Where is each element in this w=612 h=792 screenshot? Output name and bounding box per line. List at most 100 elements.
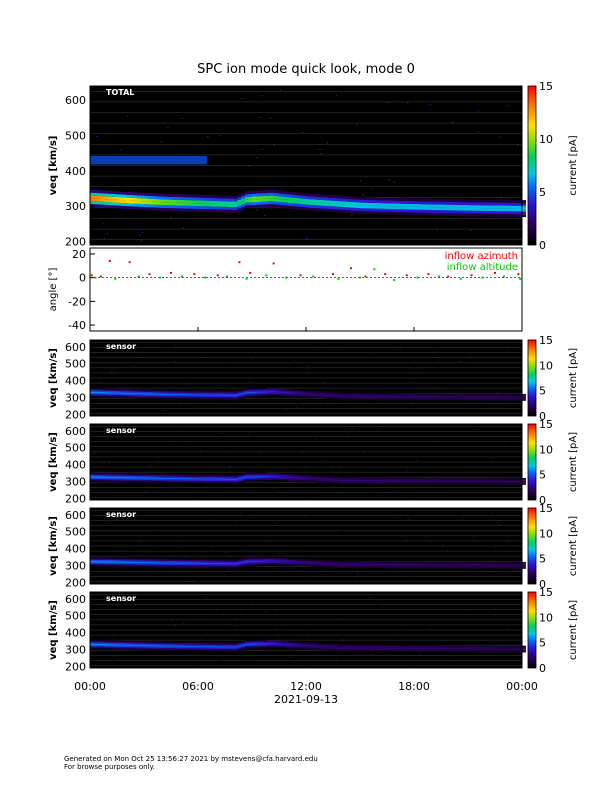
- beam-cell: [486, 650, 490, 653]
- beam-cell: [486, 481, 490, 484]
- beam-cell: [115, 392, 120, 394]
- beam-cell: [295, 395, 300, 397]
- beam-cell: [133, 206, 138, 210]
- beam-cell: [212, 478, 217, 480]
- beam-cell: [151, 396, 156, 398]
- beam-cell: [180, 562, 184, 564]
- beam-cell: [162, 392, 166, 394]
- beam-cell: [108, 476, 112, 479]
- beam-cell: [442, 562, 447, 565]
- beam-cell: [403, 481, 408, 483]
- beam-cell: [432, 565, 436, 567]
- beam-cell: [410, 565, 415, 567]
- beam-cell: [313, 561, 318, 563]
- beam-cell: [219, 561, 224, 563]
- beam-cell: [234, 650, 238, 652]
- beam-cell: [518, 651, 523, 653]
- heatmap-noise: [126, 115, 129, 117]
- beam-cell: [190, 203, 195, 206]
- beam-cell: [295, 647, 300, 649]
- heatmap-noise: [164, 349, 167, 351]
- heatmap-noise: [298, 663, 301, 665]
- heatmap-noise: [173, 444, 175, 446]
- y-tick-label: 500: [65, 358, 86, 371]
- beam-cell: [475, 213, 480, 217]
- beam-cell: [266, 560, 271, 562]
- beam-cell: [136, 559, 141, 561]
- beam-cell: [414, 201, 418, 205]
- beam-cell: [201, 200, 206, 204]
- beam-cell: [316, 648, 321, 650]
- beam-cell: [306, 479, 310, 481]
- beam-cell: [363, 648, 368, 650]
- beam-cell: [248, 560, 253, 563]
- beam-cell: [230, 474, 235, 476]
- beam-cell: [450, 565, 454, 568]
- beam-cell: [367, 482, 372, 484]
- beam-cell: [514, 395, 519, 397]
- beam-cell: [205, 197, 210, 201]
- beam-cell: [453, 204, 458, 208]
- beam-cell: [198, 480, 202, 483]
- beam-cell: [457, 213, 462, 217]
- beam-cell: [237, 648, 242, 650]
- beam-cell: [442, 649, 447, 651]
- beam-cell: [190, 479, 195, 481]
- scatter-point-altitude: [137, 275, 140, 278]
- beam-cell: [93, 562, 98, 564]
- heatmap-noise: [182, 227, 185, 229]
- beam-cell: [432, 398, 436, 401]
- beam-cell: [518, 645, 523, 648]
- beam-cell: [442, 210, 447, 214]
- colorbar-tick-label: 15: [539, 586, 553, 599]
- beam-cell: [262, 395, 267, 397]
- beam-cell: [345, 566, 350, 568]
- beam-cell: [180, 480, 184, 483]
- beam-cell: [104, 644, 109, 646]
- beam-cell: [460, 483, 465, 485]
- heatmap-noise: [438, 359, 441, 361]
- beam-cell: [104, 393, 109, 395]
- beam-cell: [183, 642, 188, 645]
- beam-cell: [122, 475, 127, 477]
- heatmap-noise: [250, 604, 252, 606]
- beam-cell: [100, 476, 105, 478]
- beam-cell: [367, 208, 372, 212]
- beam-cell: [198, 396, 202, 399]
- beam-cell: [370, 648, 375, 650]
- beam-cell: [450, 398, 454, 401]
- beam-cell: [219, 565, 224, 567]
- beam-cell: [140, 640, 145, 643]
- beam-cell: [288, 559, 292, 562]
- beam-cell: [464, 477, 469, 480]
- beam-cell: [144, 195, 148, 199]
- beam-cell: [230, 563, 235, 565]
- beam-cell: [370, 479, 375, 482]
- beam-cell: [352, 392, 357, 395]
- beam-cell: [352, 394, 357, 396]
- beam-cell: [507, 480, 512, 483]
- beam-cell: [216, 481, 220, 483]
- beam-cell: [442, 561, 447, 563]
- beam-cell: [432, 645, 436, 647]
- beam-cell: [363, 199, 368, 203]
- beam-cell: [270, 198, 274, 202]
- beam-cell: [403, 397, 408, 399]
- beam-cell: [396, 477, 400, 479]
- beam-cell: [288, 478, 292, 480]
- beam-cell: [162, 563, 166, 565]
- beam-cell: [496, 213, 501, 217]
- heatmap-noise: [265, 610, 267, 612]
- beam-cell: [205, 394, 210, 396]
- beam-cell: [100, 559, 105, 562]
- beam-cell: [234, 482, 238, 485]
- beam-cell: [183, 389, 188, 392]
- beam-cell: [522, 202, 526, 206]
- beam-cell: [216, 394, 220, 396]
- beam-cell: [396, 393, 400, 395]
- beam-cell: [518, 647, 523, 649]
- beam-cell: [115, 191, 120, 195]
- beam-cell: [219, 643, 224, 645]
- beam-cell: [212, 203, 217, 207]
- beam-cell: [154, 476, 159, 478]
